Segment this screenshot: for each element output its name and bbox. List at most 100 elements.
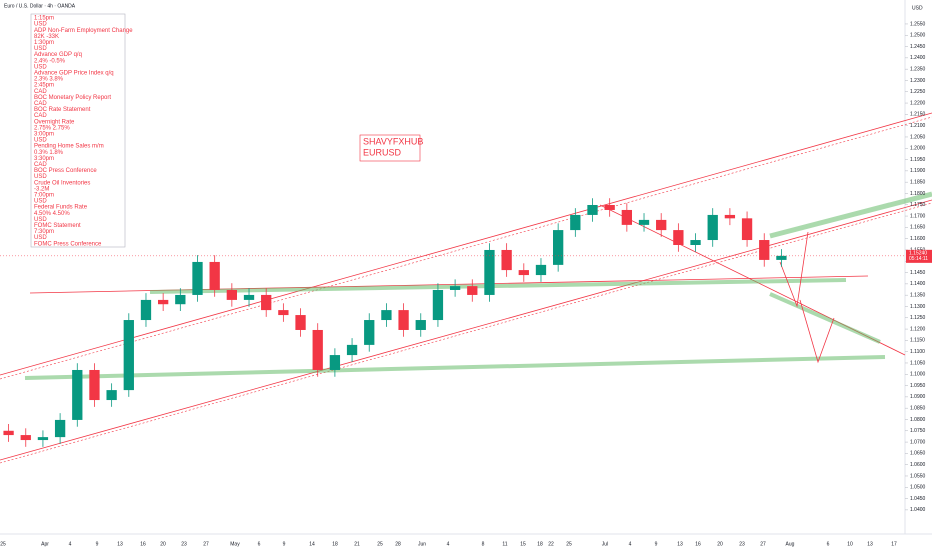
x-tick-label: 10 — [847, 541, 853, 547]
y-tick-label: 1.0500 — [910, 485, 926, 491]
candle-body — [20, 435, 31, 441]
y-tick-label: 1.0850 — [910, 406, 926, 412]
y-tick-label: 1.1900 — [910, 168, 926, 174]
candle-body — [759, 240, 770, 260]
x-tick-label: 20 — [717, 541, 723, 547]
event-line: 2.75% 2.75% — [34, 125, 70, 131]
x-tick-label: Jun — [418, 541, 426, 547]
event-line: Federal Funds Rate — [34, 205, 88, 211]
event-line: 2.4% -0.5% — [34, 58, 66, 64]
y-tick-label: 1.1050 — [910, 360, 926, 366]
candle-body — [724, 214, 736, 219]
y-tick-label: 1.2000 — [910, 146, 926, 152]
x-tick-label: 27 — [203, 541, 209, 547]
event-line: 3:00pm — [34, 131, 54, 137]
y-tick-label: 1.1650 — [910, 225, 926, 231]
y-tick-label: 1.1350 — [910, 293, 926, 299]
candle-body — [707, 214, 718, 241]
x-tick-label: 25 — [377, 541, 383, 547]
x-tick-label: 13 — [677, 541, 683, 547]
x-tick-label: Aug — [786, 541, 795, 547]
watermark-box — [359, 134, 421, 162]
x-tick-label: 6 — [827, 541, 830, 547]
event-line: FOMC Press Conference — [34, 241, 102, 247]
trendline — [0, 199, 932, 461]
y-tick-label: 1.0450 — [910, 496, 926, 502]
event-line: USD — [34, 199, 47, 205]
arrow-path — [779, 231, 809, 308]
x-tick-label: 11 — [502, 541, 507, 547]
y-tick-label: 1.0800 — [910, 417, 926, 423]
event-line: USD — [34, 22, 47, 28]
x-tick-label: 6 — [258, 541, 261, 547]
event-line: CAD — [34, 113, 47, 119]
candle-body — [604, 204, 615, 210]
event-line: Crude Oil Inventories — [34, 180, 90, 186]
x-tick-label: 9 — [283, 541, 286, 547]
candle-body — [673, 230, 684, 245]
event-line: USD — [34, 235, 47, 241]
candle-body — [243, 294, 255, 300]
event-line: USD — [34, 138, 47, 144]
candle-body — [501, 249, 512, 271]
candle-body — [329, 355, 341, 370]
x-tick-label: May — [230, 541, 240, 547]
y-tick-label: 1.1700 — [910, 213, 926, 219]
x-tick-label: Jul — [602, 541, 608, 547]
candle-body — [364, 320, 375, 345]
event-line: -3.2M — [34, 186, 49, 192]
candle-body — [278, 310, 289, 316]
y-tick-label: 1.1450 — [910, 270, 926, 276]
candle-body — [140, 299, 152, 321]
event-line: CAD — [34, 89, 47, 95]
y-tick-label: 1.2500 — [910, 33, 926, 39]
x-tick-label: 14 — [309, 541, 315, 547]
event-line: 1:30pm — [34, 40, 54, 46]
watermark: EURUSD — [363, 147, 402, 157]
x-tick-label: 4 — [447, 541, 450, 547]
x-tick-label: 9 — [655, 541, 658, 547]
candle-body — [346, 344, 358, 356]
event-line: CAD — [34, 101, 47, 107]
y-tick-label: 1.2300 — [910, 78, 926, 84]
x-tick-label: 4 — [629, 541, 632, 547]
candle-body — [553, 230, 564, 265]
candle-body — [467, 286, 478, 295]
event-line: BOC Press Conference — [34, 168, 97, 174]
candle-body — [54, 419, 66, 438]
candle-body — [535, 264, 547, 276]
y-tick-label: 1.0950 — [910, 383, 926, 389]
y-tick-label: 1.2250 — [910, 89, 926, 95]
zone — [24, 355, 886, 380]
y-tick-label: 1.1100 — [910, 349, 925, 355]
zone — [769, 191, 932, 239]
event-line: Overnight Rate — [34, 119, 75, 125]
event-line: USD — [34, 174, 47, 180]
events-box — [30, 13, 126, 248]
candle-body — [656, 219, 667, 231]
x-tick-label: 21 — [354, 541, 360, 547]
countdown: 05:14:11 — [909, 256, 928, 262]
x-tick-label: 18 — [332, 541, 338, 547]
event-line: BOC Rate Statement — [34, 107, 91, 113]
x-tick-label: Apr — [41, 541, 49, 547]
candle-body — [89, 369, 100, 401]
candle-body — [518, 270, 529, 276]
candle-body — [37, 437, 49, 441]
y-tick-label: 1.1850 — [910, 179, 926, 185]
candle-body — [312, 329, 323, 370]
candle-body — [449, 286, 461, 290]
x-tick-label: 20 — [160, 541, 166, 547]
y-tick-label: 1.1250 — [910, 315, 926, 321]
candle-body — [192, 261, 203, 295]
last-price-label: 1.15240 — [909, 251, 927, 257]
candle-body — [621, 209, 632, 225]
x-tick-label: 17 — [891, 541, 897, 547]
y-tick-label: 1.1750 — [910, 202, 926, 208]
event-line: 82K -33K — [34, 34, 59, 40]
event-line: ADP Non-Farm Employment Change — [34, 28, 133, 34]
candle-body — [741, 218, 753, 241]
x-tick-label: 15 — [520, 541, 526, 547]
event-line: 0.3% 1.8% — [34, 150, 64, 156]
